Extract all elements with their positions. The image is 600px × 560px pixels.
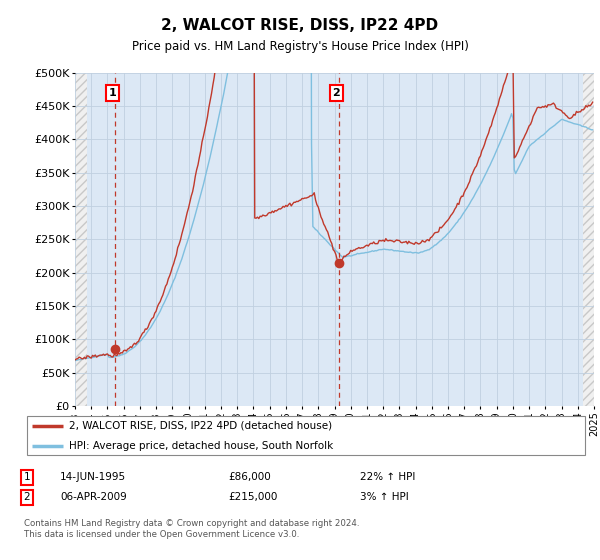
- FancyBboxPatch shape: [27, 416, 585, 455]
- Text: £86,000: £86,000: [228, 472, 271, 482]
- Text: 2: 2: [23, 492, 31, 502]
- Text: 2, WALCOT RISE, DISS, IP22 4PD (detached house): 2, WALCOT RISE, DISS, IP22 4PD (detached…: [69, 421, 332, 431]
- Text: 1: 1: [109, 88, 116, 98]
- Text: 22% ↑ HPI: 22% ↑ HPI: [360, 472, 415, 482]
- Text: 2, WALCOT RISE, DISS, IP22 4PD: 2, WALCOT RISE, DISS, IP22 4PD: [161, 18, 439, 32]
- Text: 1: 1: [23, 472, 31, 482]
- Text: 14-JUN-1995: 14-JUN-1995: [60, 472, 126, 482]
- Text: Contains HM Land Registry data © Crown copyright and database right 2024.
This d: Contains HM Land Registry data © Crown c…: [24, 519, 359, 539]
- Text: Price paid vs. HM Land Registry's House Price Index (HPI): Price paid vs. HM Land Registry's House …: [131, 40, 469, 53]
- Text: 06-APR-2009: 06-APR-2009: [60, 492, 127, 502]
- Bar: [75, 73, 87, 406]
- Text: £215,000: £215,000: [228, 492, 277, 502]
- Text: 2: 2: [332, 88, 340, 98]
- Bar: [583, 73, 594, 406]
- Text: 3% ↑ HPI: 3% ↑ HPI: [360, 492, 409, 502]
- Text: HPI: Average price, detached house, South Norfolk: HPI: Average price, detached house, Sout…: [69, 441, 334, 451]
